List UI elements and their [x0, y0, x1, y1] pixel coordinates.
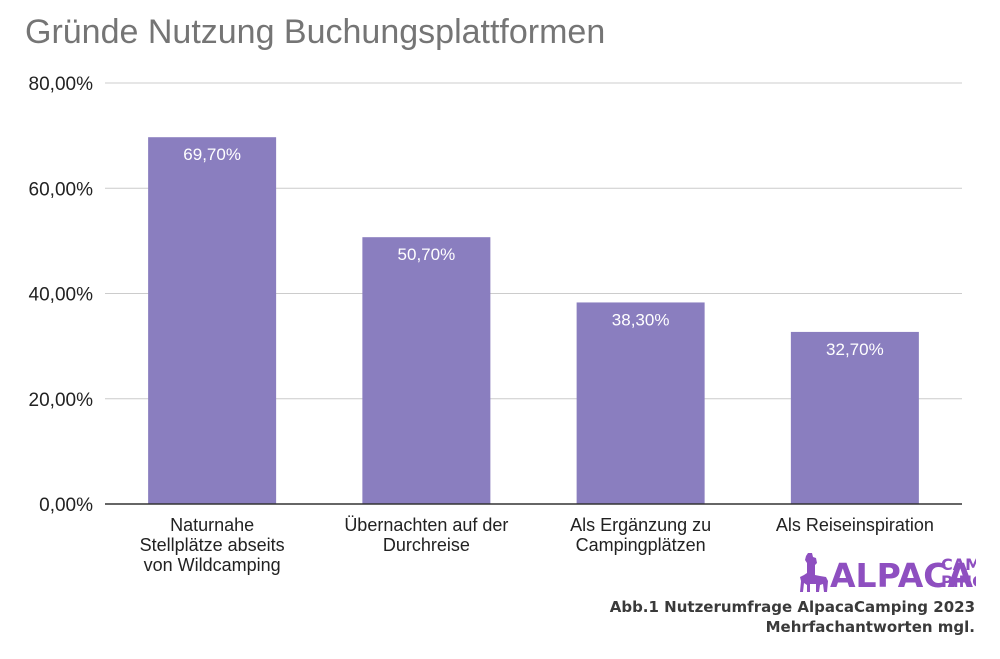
- logo-text-top: CAM: [941, 555, 976, 574]
- x-tick-label: Stellplätze abseits: [140, 535, 285, 555]
- y-tick-label: 20,00%: [29, 390, 94, 411]
- caption-line-2: Mehrfachantworten mgl.: [765, 618, 975, 636]
- alpaca-icon: [800, 553, 828, 592]
- caption-line-1: Abb.1 Nutzerumfrage AlpacaCamping 2023: [609, 598, 975, 616]
- data-label: 69,70%: [183, 145, 241, 164]
- data-label: 32,70%: [826, 340, 884, 359]
- logo-text-bottom: PING: [941, 572, 976, 591]
- bar: [576, 302, 705, 504]
- x-tick-label: von Wildcamping: [144, 555, 281, 575]
- x-tick-label: Campingplätzen: [576, 535, 706, 555]
- data-label: 50,70%: [398, 245, 456, 264]
- y-tick-label: 60,00%: [29, 179, 94, 200]
- y-tick-label: 40,00%: [29, 285, 94, 306]
- x-tick-label: Naturnahe: [170, 515, 254, 535]
- bar: [790, 331, 919, 504]
- alpaca-camping-logo: ALPACA CAM PING: [790, 551, 985, 595]
- x-tick-label: Durchreise: [383, 535, 470, 555]
- y-tick-label: 0,00%: [39, 495, 93, 516]
- bars: [148, 137, 919, 505]
- figure-caption: Abb.1 Nutzerumfrage AlpacaCamping 2023 M…: [610, 597, 975, 637]
- bar: [362, 237, 491, 504]
- chart-title: Gründe Nutzung Buchungsplattformen: [25, 13, 606, 51]
- x-tick-label: Als Reiseinspiration: [776, 515, 934, 535]
- logo-text-main: ALPACA: [830, 556, 973, 593]
- y-tick-label: 80,00%: [29, 74, 94, 95]
- labels: 0,00% 20,00% 40,00% 60,00% 80,00% 69,70% Natur…: [29, 74, 934, 575]
- x-tick-label: Übernachten auf der: [344, 515, 508, 535]
- x-tick-label: Als Ergänzung zu: [570, 515, 711, 535]
- bar: [148, 137, 277, 505]
- data-label: 38,30%: [612, 310, 670, 329]
